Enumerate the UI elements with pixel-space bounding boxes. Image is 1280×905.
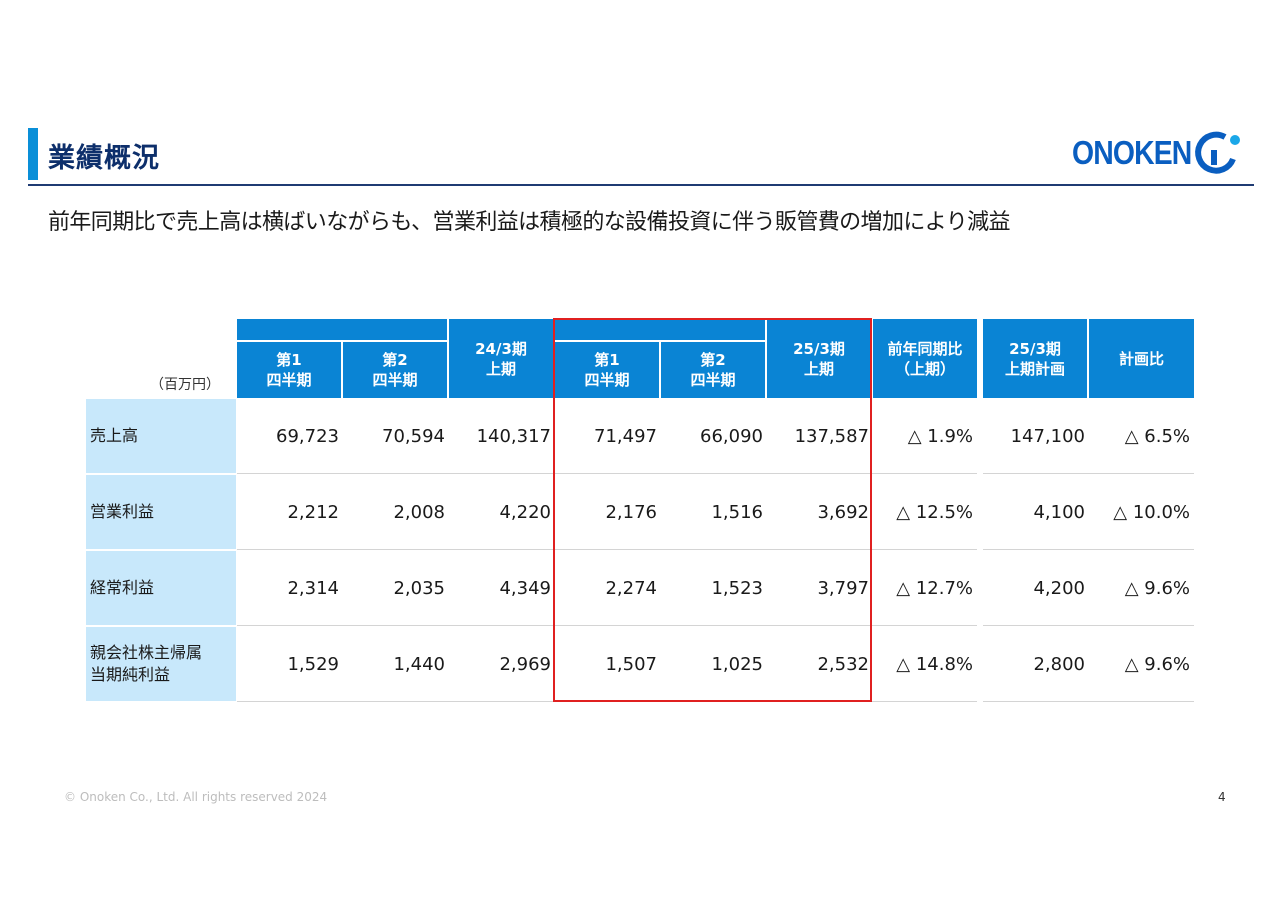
col-header-q1-cur: 第1 四半期 xyxy=(555,342,659,398)
table-cell: 2,969 xyxy=(449,627,555,702)
subtitle-summary: 前年同期比で売上高は横ばいながらも、営業利益は積極的な設備投資に伴う販管費の増加… xyxy=(48,210,1011,235)
col-header-line: 上期 xyxy=(803,359,834,378)
col-header-h1-prev: 24/3期 上期 xyxy=(449,319,553,398)
table-cell: 137,587 xyxy=(767,399,873,474)
table-cell: △ 9.6% xyxy=(1089,551,1194,626)
col-header-line: 四半期 xyxy=(690,371,736,389)
table-cell: 2,314 xyxy=(237,551,343,626)
col-header-line: 第1 xyxy=(276,351,302,369)
onoken-logo: ONOKEN xyxy=(1072,128,1245,178)
table-cell: 2,274 xyxy=(555,551,661,626)
table-cell: 1,523 xyxy=(661,551,767,626)
row-label-text: 当期純利益 xyxy=(90,665,171,684)
col-header-q1-prev: 第1 四半期 xyxy=(237,342,341,398)
col-header-line: 25/3期 xyxy=(793,339,845,358)
col-header-line: 上期 xyxy=(485,359,516,378)
table-cell: △ 6.5% xyxy=(1089,399,1194,474)
col-header-line: （上期） xyxy=(894,359,955,378)
row-label-operating-profit: 営業利益 xyxy=(86,475,236,549)
table-cell: 4,200 xyxy=(983,551,1089,626)
table-cell: 71,497 xyxy=(555,399,661,474)
group-header-24-3 xyxy=(237,319,447,340)
col-header-line: 上期計画 xyxy=(1004,359,1065,378)
copyright-notice: © Onoken Co., Ltd. All rights reserved 2… xyxy=(64,790,328,804)
table-cell: 2,008 xyxy=(343,475,449,550)
col-header-q2-prev: 第2 四半期 xyxy=(343,342,447,398)
col-header-vs-plan: 計画比 xyxy=(1089,319,1194,398)
table-cell: △ 14.8% xyxy=(873,627,977,702)
row-label-net-income: 親会社株主帰属 当期純利益 xyxy=(86,627,236,701)
table-cell: △ 1.9% xyxy=(873,399,977,474)
unit-label: （百万円） xyxy=(150,377,220,393)
table-cell: 2,532 xyxy=(767,627,873,702)
table-cell: 1,507 xyxy=(555,627,661,702)
col-header-q2-cur: 第2 四半期 xyxy=(661,342,765,398)
table-cell: 69,723 xyxy=(237,399,343,474)
row-label-text: 親会社株主帰属 xyxy=(90,643,203,662)
table-cell: 70,594 xyxy=(343,399,449,474)
group-header-25-3 xyxy=(555,319,765,340)
col-header-plan: 25/3期 上期計画 xyxy=(983,319,1087,398)
table-cell: 2,800 xyxy=(983,627,1089,702)
col-header-line: 四半期 xyxy=(266,371,312,389)
logo-mark-icon xyxy=(1195,131,1240,174)
title-divider xyxy=(28,184,1254,186)
page-title: 業績概況 xyxy=(48,143,160,174)
col-header-line: 四半期 xyxy=(584,371,630,389)
table-cell: 66,090 xyxy=(661,399,767,474)
logo-text: ONOKEN xyxy=(1072,134,1192,171)
page-number: 4 xyxy=(1218,790,1226,804)
table-cell: 140,317 xyxy=(449,399,555,474)
table-cell: 2,176 xyxy=(555,475,661,550)
col-header-h1-cur: 25/3期 上期 xyxy=(767,319,871,398)
table-cell: 3,692 xyxy=(767,475,873,550)
col-header-line: 四半期 xyxy=(372,371,418,389)
col-header-line: 第1 xyxy=(594,351,620,369)
table-cell: △ 12.7% xyxy=(873,551,977,626)
table-cell: 2,035 xyxy=(343,551,449,626)
col-header-line: 第2 xyxy=(700,351,726,369)
table-cell: 1,516 xyxy=(661,475,767,550)
col-header-line: 計画比 xyxy=(1118,349,1164,368)
table-cell: 2,212 xyxy=(237,475,343,550)
row-label-sales: 売上高 xyxy=(86,399,236,473)
col-header-line: 25/3期 xyxy=(1009,339,1061,358)
table-cell: 3,797 xyxy=(767,551,873,626)
table-cell: 1,529 xyxy=(237,627,343,702)
table-cell: △ 12.5% xyxy=(873,475,977,550)
col-header-line: 前年同期比 xyxy=(887,339,963,358)
table-cell: 1,025 xyxy=(661,627,767,702)
row-label-text: 経常利益 xyxy=(90,578,155,597)
table-cell: 4,100 xyxy=(983,475,1089,550)
table-cell: 1,440 xyxy=(343,627,449,702)
table-cell: △ 10.0% xyxy=(1089,475,1194,550)
col-header-line: 24/3期 xyxy=(475,339,527,358)
col-header-yoy: 前年同期比 （上期） xyxy=(873,319,977,398)
title-accent-bar xyxy=(28,128,38,180)
table-cell: △ 9.6% xyxy=(1089,627,1194,702)
row-label-ordinary-profit: 経常利益 xyxy=(86,551,236,625)
table-cell: 4,349 xyxy=(449,551,555,626)
table-cell: 147,100 xyxy=(983,399,1089,474)
row-label-text: 売上高 xyxy=(90,426,139,445)
col-header-line: 第2 xyxy=(382,351,408,369)
table-cell: 4,220 xyxy=(449,475,555,550)
row-label-text: 営業利益 xyxy=(90,502,155,521)
